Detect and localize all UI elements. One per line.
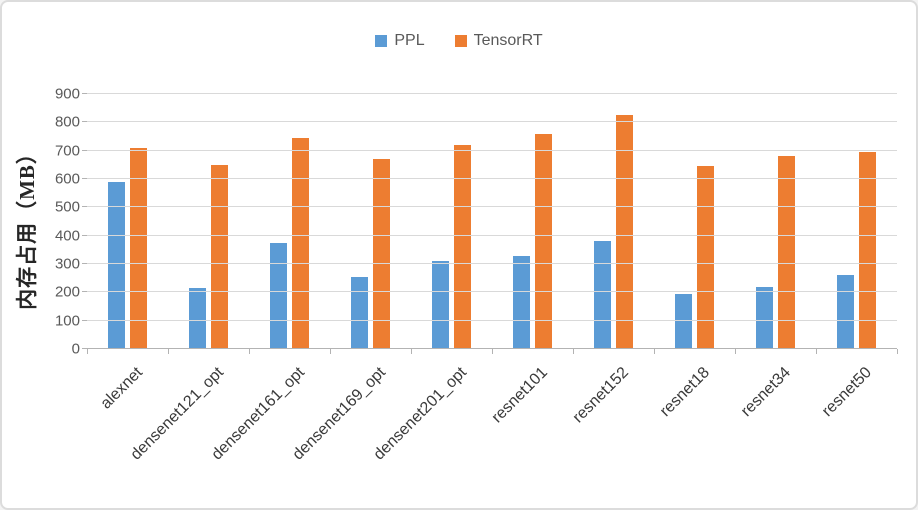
x-tick-mark (411, 349, 412, 354)
bar-ppl-resnet18 (675, 293, 692, 349)
y-tick-label-100: 100 (54, 312, 80, 330)
legend-label-tensorrt: TensorRT (473, 32, 543, 49)
y-tick-mark (82, 234, 87, 236)
bar-tensorrt-resnet152 (616, 115, 633, 349)
gridline-300 (87, 263, 897, 264)
bar-group-densenet169_opt (330, 94, 411, 349)
bar-ppl-resnet101 (513, 255, 530, 349)
y-tick-mark (82, 319, 87, 321)
bar-group-resnet50 (816, 94, 897, 349)
bar-group-densenet161_opt (249, 94, 330, 349)
y-tick-mark (82, 93, 87, 94)
y-tick-label-600: 600 (54, 170, 80, 188)
x-axis-label-resnet50: resnet50 (818, 364, 875, 421)
legend-item-ppl: PPL (375, 32, 425, 50)
chart-legend: PPL TensorRT (2, 32, 916, 50)
bar-group-resnet152 (573, 94, 654, 349)
x-axis-label-resnet152: resnet152 (569, 364, 632, 427)
bar-groups (87, 94, 897, 349)
bar-tensorrt-resnet18 (697, 166, 714, 349)
bar-ppl-densenet161_opt (270, 242, 287, 349)
legend-swatch-tensorrt (454, 35, 467, 47)
plot-area (87, 93, 898, 354)
x-tick-mark (573, 349, 574, 354)
legend-swatch-ppl (375, 35, 388, 47)
y-tick-mark (82, 263, 87, 264)
bar-ppl-densenet121_opt (189, 288, 206, 349)
x-tick-mark (816, 349, 817, 354)
y-tick-label-500: 500 (54, 198, 80, 216)
x-tick-mark (330, 349, 331, 354)
bar-ppl-densenet201_opt (432, 261, 449, 349)
x-tick-mark (897, 349, 898, 354)
gridline-600 (87, 178, 897, 179)
legend-item-tensorrt: TensorRT (454, 32, 543, 50)
y-tick-label-300: 300 (54, 255, 80, 273)
y-tick-label-400: 400 (54, 227, 80, 245)
y-axis-tick-labels: 0 100 200 300 400 500 600 700 800 900 (30, 86, 87, 358)
y-tick-label-200: 200 (54, 283, 80, 301)
bar-ppl-resnet152 (594, 241, 611, 349)
x-axis-label-resnet18: resnet18 (656, 364, 713, 421)
bar-group-resnet101 (492, 94, 573, 349)
bar-ppl-alexnet (108, 181, 125, 349)
gridline-900 (87, 93, 897, 94)
bar-ppl-resnet50 (837, 275, 854, 349)
y-tick-mark (82, 121, 87, 123)
x-axis-label-resnet34: resnet34 (737, 364, 794, 421)
y-tick-mark (82, 149, 87, 151)
gridline-500 (87, 206, 897, 208)
y-tick-mark (82, 348, 87, 349)
gridline-400 (87, 234, 897, 236)
x-axis-label-alexnet: alexnet (97, 364, 146, 413)
y-tick-label-900: 900 (54, 85, 80, 103)
gridline-800 (87, 121, 897, 123)
y-tick-mark (82, 291, 87, 293)
x-tick-mark (492, 349, 493, 354)
bar-tensorrt-resnet34 (778, 156, 795, 349)
x-tick-mark (654, 349, 655, 354)
y-tick-mark (82, 178, 87, 179)
bar-group-resnet18 (654, 94, 735, 349)
bar-tensorrt-densenet201_opt (454, 145, 471, 349)
bar-group-densenet201_opt (411, 94, 492, 349)
bar-tensorrt-densenet121_opt (211, 164, 228, 349)
gridline-100 (87, 319, 897, 321)
y-tick-label-0: 0 (71, 340, 80, 358)
bar-group-alexnet (87, 94, 168, 349)
legend-label-ppl: PPL (394, 32, 425, 49)
x-tick-mark (87, 349, 88, 354)
gridline-700 (87, 149, 897, 151)
bar-tensorrt-resnet101 (535, 133, 552, 349)
bar-tensorrt-alexnet (130, 147, 147, 349)
x-tick-mark (735, 349, 736, 354)
gridline-200 (87, 291, 897, 293)
y-tick-label-700: 700 (54, 142, 80, 160)
x-tick-mark (168, 349, 169, 354)
x-axis-line (87, 348, 897, 349)
x-axis-labels: alexnet densenet121_opt densenet161_opt den… (87, 358, 897, 488)
bar-ppl-densenet169_opt (351, 276, 368, 349)
bar-tensorrt-resnet50 (859, 152, 876, 349)
bar-ppl-resnet34 (756, 286, 773, 349)
y-tick-mark (82, 206, 87, 208)
x-tick-mark (249, 349, 250, 354)
bar-group-densenet121_opt (168, 94, 249, 349)
y-tick-label-800: 800 (54, 113, 80, 131)
bar-group-resnet34 (735, 94, 816, 349)
x-axis-label-resnet101: resnet101 (488, 364, 551, 427)
bar-tensorrt-densenet161_opt (292, 137, 309, 349)
